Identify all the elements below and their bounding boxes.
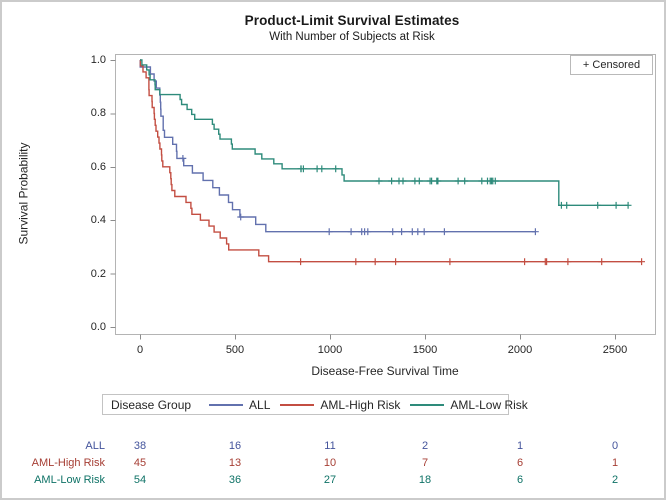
chart-subtitle: With Number of Subjects at Risk — [269, 31, 435, 43]
at-risk-value: 10 — [323, 457, 337, 469]
y-tick-label-0.4: 0.4 — [90, 214, 106, 226]
y-tick-label-0.0: 0.0 — [90, 321, 106, 333]
legend-label-aml-high-risk: AML-High Risk — [320, 397, 401, 412]
at-risk-label-all: ALL — [85, 440, 105, 452]
x-tick-label-2000: 2000 — [507, 344, 533, 356]
legend-entry-aml-high-risk: AML-High Risk — [280, 398, 400, 412]
legend-line-swatch-all-icon — [209, 403, 244, 406]
y-tick-label-0.2: 0.2 — [90, 268, 106, 280]
at-risk-value: 1 — [611, 457, 619, 469]
at-risk-value: 54 — [133, 474, 147, 486]
y-tick-label-0.6: 0.6 — [90, 161, 106, 173]
at-risk-value: 36 — [228, 474, 242, 486]
legend-line-swatch-aml-high-risk-icon — [280, 403, 315, 406]
y-tick-label-1.0: 1.0 — [90, 54, 106, 66]
at-risk-value: 45 — [133, 457, 147, 469]
x-tick-label-2500: 2500 — [602, 344, 628, 356]
at-risk-label-aml-low-risk: AML-Low Risk — [34, 474, 105, 486]
censored-legend-badge: + Censored — [570, 55, 653, 75]
at-risk-value: 2 — [611, 474, 619, 486]
at-risk-value: 2 — [421, 440, 429, 452]
x-tick-label-0: 0 — [136, 344, 144, 356]
legend-entry-aml-low-risk: AML-Low Risk — [410, 397, 528, 412]
legend-title: Disease Group — [111, 397, 192, 412]
legend-entry-all: ALL — [209, 398, 270, 412]
at-risk-value: 6 — [516, 474, 524, 486]
y-tick-label-0.8: 0.8 — [90, 107, 106, 119]
chart-title: Product-Limit Survival Estimates — [244, 13, 460, 28]
x-tick-label-500: 500 — [225, 344, 245, 356]
legend-line-swatch-aml-low-risk-icon — [410, 403, 445, 406]
y-axis-title: Survival Probability — [16, 142, 31, 245]
legend-label-aml-low-risk: AML-Low Risk — [450, 397, 528, 412]
legend: Disease Group ALL AML-High Risk AML-Low … — [102, 394, 528, 415]
at-risk-value: 16 — [228, 440, 242, 452]
at-risk-label-aml-high-risk: AML-High Risk — [31, 457, 105, 469]
x-axis-title: Disease-Free Survival Time — [311, 364, 459, 378]
at-risk-value: 38 — [133, 440, 147, 452]
at-risk-value: 1 — [516, 440, 524, 452]
at-risk-value: 27 — [323, 474, 337, 486]
x-tick-label-1000: 1000 — [317, 344, 343, 356]
at-risk-value: 13 — [228, 457, 242, 469]
at-risk-value: 18 — [418, 474, 432, 486]
legend-label-all: ALL — [249, 397, 271, 412]
at-risk-value: 6 — [516, 457, 524, 469]
at-risk-value: 11 — [324, 440, 336, 452]
x-tick-label-1500: 1500 — [412, 344, 438, 356]
at-risk-value: 7 — [421, 457, 429, 469]
at-risk-value: 0 — [611, 440, 619, 452]
